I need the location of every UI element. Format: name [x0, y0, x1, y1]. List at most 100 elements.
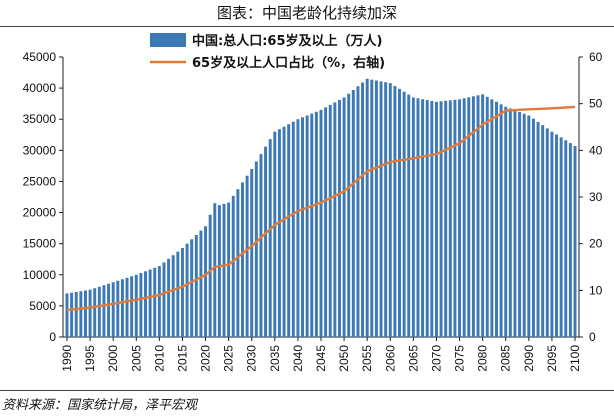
bar: [499, 104, 503, 338]
y-left-tick-label: 45000: [23, 50, 57, 64]
x-tick-label: 2085: [499, 345, 513, 372]
x-tick-label: 2035: [268, 345, 282, 372]
y-right-tick-label: 50: [589, 97, 603, 111]
share-line: [66, 105, 576, 312]
bar: [134, 274, 138, 337]
bar: [518, 112, 522, 337]
y-right-tick-label: 40: [589, 143, 603, 157]
bar: [407, 94, 411, 338]
bar: [305, 115, 309, 337]
bar: [144, 271, 147, 337]
bar: [277, 129, 281, 337]
bar: [282, 126, 286, 337]
x-tick-label: 2025: [222, 345, 236, 372]
x-tick-label: 2040: [291, 345, 305, 372]
x-tick-label: 2060: [383, 345, 397, 372]
x-tick-label: 2005: [129, 345, 143, 372]
x-tick-label: 1990: [60, 345, 74, 372]
bar: [522, 113, 526, 337]
bar-series: [65, 78, 577, 338]
bar: [102, 285, 106, 337]
x-tick-label: 2050: [337, 345, 351, 372]
chart-title: 图表：中国老龄化持续加深: [216, 4, 397, 22]
bar: [296, 119, 300, 337]
bar: [388, 83, 392, 337]
bar: [273, 131, 277, 337]
bar: [504, 106, 508, 338]
bar: [564, 140, 568, 337]
bar: [287, 124, 291, 337]
bar: [250, 169, 254, 337]
bar: [444, 100, 448, 337]
bar: [490, 99, 494, 337]
bar: [481, 94, 485, 337]
y-left-tick-label: 35000: [23, 112, 57, 126]
bar: [204, 226, 208, 337]
bottom-rule: [0, 390, 614, 391]
y-left-tick-label: 10000: [23, 268, 57, 282]
bar: [264, 146, 268, 337]
y-left-tick-label: 5000: [29, 299, 56, 313]
bar: [125, 277, 129, 337]
bar: [384, 82, 388, 337]
bar: [559, 137, 563, 337]
bar: [485, 96, 489, 337]
bar: [301, 117, 305, 337]
bar: [421, 99, 425, 337]
x-tick-label: 2020: [199, 345, 213, 372]
bar: [97, 286, 101, 337]
ticks-group: 0500010000150002000025000300003500040000…: [23, 50, 603, 372]
bar: [259, 154, 263, 337]
bar: [541, 125, 545, 337]
bar: [217, 205, 221, 337]
bar: [291, 121, 295, 337]
bar: [458, 99, 462, 337]
y-left-tick-label: 0: [49, 330, 56, 344]
bar: [393, 85, 397, 338]
bar: [328, 104, 332, 338]
bar: [167, 258, 171, 337]
x-tick-label: 2045: [314, 345, 328, 372]
bar: [180, 248, 184, 337]
bar: [139, 273, 143, 337]
bar: [153, 267, 157, 337]
y-right-tick-label: 0: [589, 330, 596, 344]
bar: [555, 134, 559, 337]
x-tick-label: 2030: [245, 345, 259, 372]
bar: [185, 243, 189, 337]
source-note: 资料来源：国家统计局，泽平宏观: [2, 398, 198, 413]
x-tick-label: 2080: [476, 345, 490, 372]
y-left-tick-label: 40000: [23, 81, 57, 95]
line-series: [66, 105, 576, 312]
bar: [476, 95, 480, 337]
bar: [411, 97, 415, 337]
bar: [190, 239, 194, 337]
x-tick-label: 2015: [175, 345, 189, 372]
bar: [527, 115, 531, 337]
bar: [213, 203, 217, 337]
bar: [398, 88, 401, 337]
bar: [116, 280, 120, 337]
bar: [93, 288, 97, 337]
bar: [365, 78, 369, 338]
bar: [130, 276, 134, 337]
y-left-tick-label: 25000: [23, 174, 57, 188]
bar: [536, 121, 540, 338]
bar: [148, 269, 152, 337]
bar: [241, 182, 244, 337]
title-area: 图表：中国老龄化持续加深: [0, 0, 614, 28]
bar: [545, 128, 549, 337]
y-right-tick-label: 20: [589, 237, 603, 251]
bar: [199, 230, 203, 337]
bar: [236, 189, 240, 337]
bar: [111, 282, 115, 337]
bar: [508, 108, 512, 338]
bar: [227, 202, 231, 337]
x-tick-label: 2070: [429, 345, 443, 372]
bar: [467, 97, 471, 337]
x-tick-label: 2055: [360, 345, 374, 372]
bar: [374, 80, 378, 338]
bar: [568, 143, 572, 337]
bar: [310, 113, 314, 337]
